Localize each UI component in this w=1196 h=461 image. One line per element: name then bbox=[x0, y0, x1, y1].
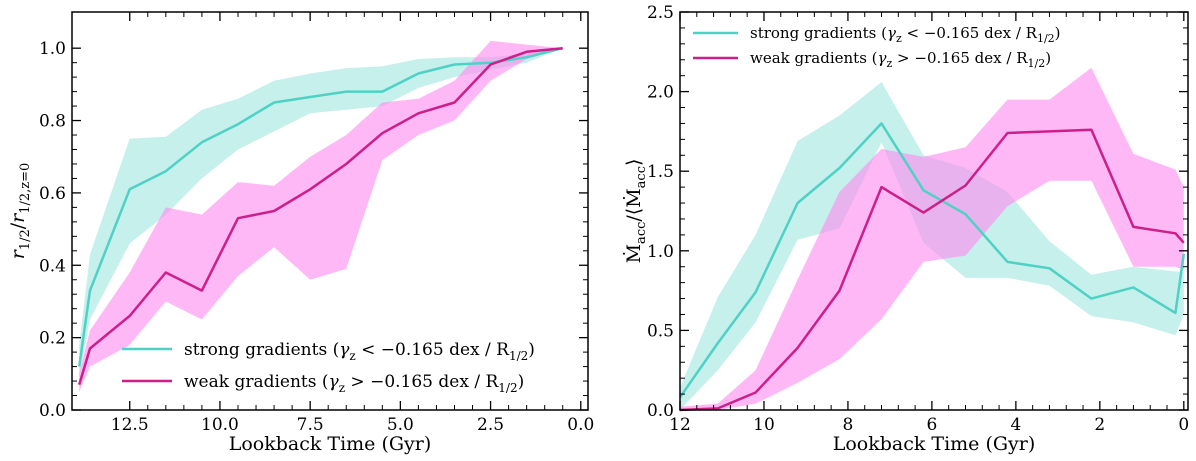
right-legend: strong gradients (γz < −0.165 dex / R1/2… bbox=[693, 24, 1061, 70]
series-line-strong bbox=[678, 122, 1186, 399]
x-tick-label: 0 bbox=[1178, 415, 1189, 435]
left-x-axis-label: Lookback Time (Gyr) bbox=[229, 433, 432, 455]
series-line-weak bbox=[78, 46, 563, 386]
legend-label-weak: weak gradients (γz > −0.165 dex / R1/2) bbox=[750, 49, 1051, 70]
y-tick-label: 0.0 bbox=[647, 401, 674, 421]
x-tick-label: 12 bbox=[669, 415, 691, 435]
x-tick-label: 8 bbox=[843, 415, 854, 435]
x-tick-label: 2.5 bbox=[477, 415, 504, 435]
series-line-strong bbox=[77, 46, 564, 367]
left-plot-frame bbox=[71, 11, 589, 411]
x-tick-label: 12.5 bbox=[111, 415, 149, 435]
x-tick-label: 10.0 bbox=[201, 415, 239, 435]
y-tick-label: 0.4 bbox=[39, 256, 66, 276]
band-weak bbox=[79, 40, 563, 392]
y-tick-label: 0.8 bbox=[39, 112, 66, 132]
x-tick-label: 5.0 bbox=[387, 415, 414, 435]
y-tick-label: 1.5 bbox=[647, 162, 674, 182]
y-tick-label: 1.0 bbox=[647, 242, 674, 262]
x-tick-label: 6 bbox=[926, 415, 937, 435]
left-legend: strong gradients (γz < −0.165 dex / R1/2… bbox=[122, 340, 535, 395]
x-tick-label: 7.5 bbox=[297, 415, 324, 435]
series-line-weak bbox=[679, 128, 1185, 412]
left-bands bbox=[79, 40, 563, 392]
right-x-axis-label: Lookback Time (Gyr) bbox=[833, 433, 1036, 455]
x-tick-label: 0.0 bbox=[567, 415, 594, 435]
band-strong bbox=[79, 48, 563, 378]
y-tick-label: 1.0 bbox=[39, 39, 66, 59]
x-tick-label: 4 bbox=[1010, 415, 1021, 435]
right-lines bbox=[678, 122, 1186, 412]
x-tick-label: 2 bbox=[1094, 415, 1105, 435]
y-tick-label: 0.5 bbox=[647, 321, 674, 341]
y-tick-label: 0.2 bbox=[39, 329, 66, 349]
right-plot-frame bbox=[679, 11, 1189, 411]
right-panel: 12 10 8 6 4 2 0 0.0 0.5 1.0 1.5 2.0 2.5 strong gradi… bbox=[622, 3, 1189, 455]
left-ticks: 12.5 10.0 7.5 5.0 2.5 0.0 0.0 0.2 0.4 0.6 0.8 1.0 bbox=[39, 12, 594, 435]
right-bands bbox=[680, 67, 1184, 410]
y-tick-label: 0.0 bbox=[39, 401, 66, 421]
y-tick-label: 2.0 bbox=[647, 83, 674, 103]
left-lines bbox=[77, 46, 564, 386]
band-weak bbox=[680, 67, 1184, 410]
right-y-axis-label: Ṁacc/⟨Ṁacc⟩ bbox=[622, 159, 649, 264]
y-tick-label: 0.6 bbox=[39, 184, 66, 204]
legend-label-weak: weak gradients (γz > −0.165 dex / R1/2) bbox=[184, 372, 524, 395]
x-tick-label: 10 bbox=[753, 415, 775, 435]
left-y-axis-label: r1/2/r1/2,z=0 bbox=[7, 163, 33, 260]
y-tick-label: 2.5 bbox=[647, 3, 674, 23]
legend-label-strong: strong gradients (γz < −0.165 dex / R1/2… bbox=[750, 24, 1061, 45]
left-panel: 12.5 10.0 7.5 5.0 2.5 0.0 0.0 0.2 0.4 0.6 0.8 1.0 s… bbox=[7, 11, 594, 455]
legend-label-strong: strong gradients (γz < −0.165 dex / R1/2… bbox=[184, 340, 535, 363]
right-ticks: 12 10 8 6 4 2 0 0.0 0.5 1.0 1.5 2.0 2.5 bbox=[647, 3, 1189, 435]
